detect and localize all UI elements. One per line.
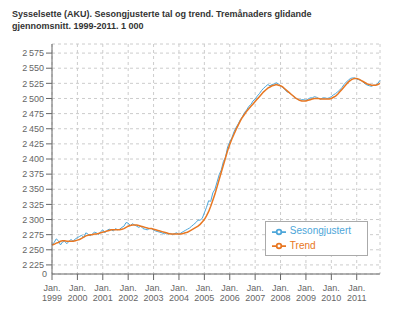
svg-text:2 350: 2 350 [22,184,44,194]
svg-text:Jan.1999: Jan.1999 [42,283,62,303]
html-text:Sesongjustert: Sesongjustert [289,225,351,237]
svg-text:2 450: 2 450 [22,124,44,134]
svg-text:Jan.2009: Jan.2009 [296,283,316,303]
svg-text:Jan.2008: Jan.2008 [271,283,291,303]
svg-text:Jan.2004: Jan.2004 [169,283,189,303]
svg-text:Jan.2010: Jan.2010 [321,283,341,303]
svg-text:2 300: 2 300 [22,215,44,225]
svg-text:2 225: 2 225 [22,260,44,270]
svg-text:2 575: 2 575 [22,48,44,58]
svg-text:2 275: 2 275 [22,230,44,240]
svg-text:2 250: 2 250 [22,245,44,255]
html-text:Trend: Trend [289,239,316,251]
svg-text:2 325: 2 325 [22,200,44,210]
svg-text:2 375: 2 375 [22,169,44,179]
svg-text:2 550: 2 550 [22,63,44,73]
html-text:Sysselsette (AKU). Sesongjuste: Sysselsette (AKU). Sesongjusterte tal og… [12,9,312,19]
svg-text:2 525: 2 525 [22,79,44,89]
svg-text:0: 0 [42,269,47,279]
svg-text:Jan.2000: Jan.2000 [67,283,87,303]
svg-text:Jan.2006: Jan.2006 [220,283,240,303]
svg-text:2 400: 2 400 [22,154,44,164]
svg-text:Jan.2003: Jan.2003 [144,283,164,303]
html-text:gjennomsnitt. 1999-2011. 1 000: gjennomsnitt. 1999-2011. 1 000 [12,21,144,31]
svg-text:Jan.2005: Jan.2005 [194,283,214,303]
svg-text:Jan.2011: Jan.2011 [347,283,366,303]
svg-text:2 425: 2 425 [22,139,44,149]
svg-text:2 475: 2 475 [22,109,44,119]
svg-text:2 500: 2 500 [22,94,44,104]
svg-text:Jan.2002: Jan.2002 [118,283,138,303]
svg-text:Jan.2007: Jan.2007 [245,283,265,303]
svg-text:Jan.2001: Jan.2001 [93,283,113,303]
